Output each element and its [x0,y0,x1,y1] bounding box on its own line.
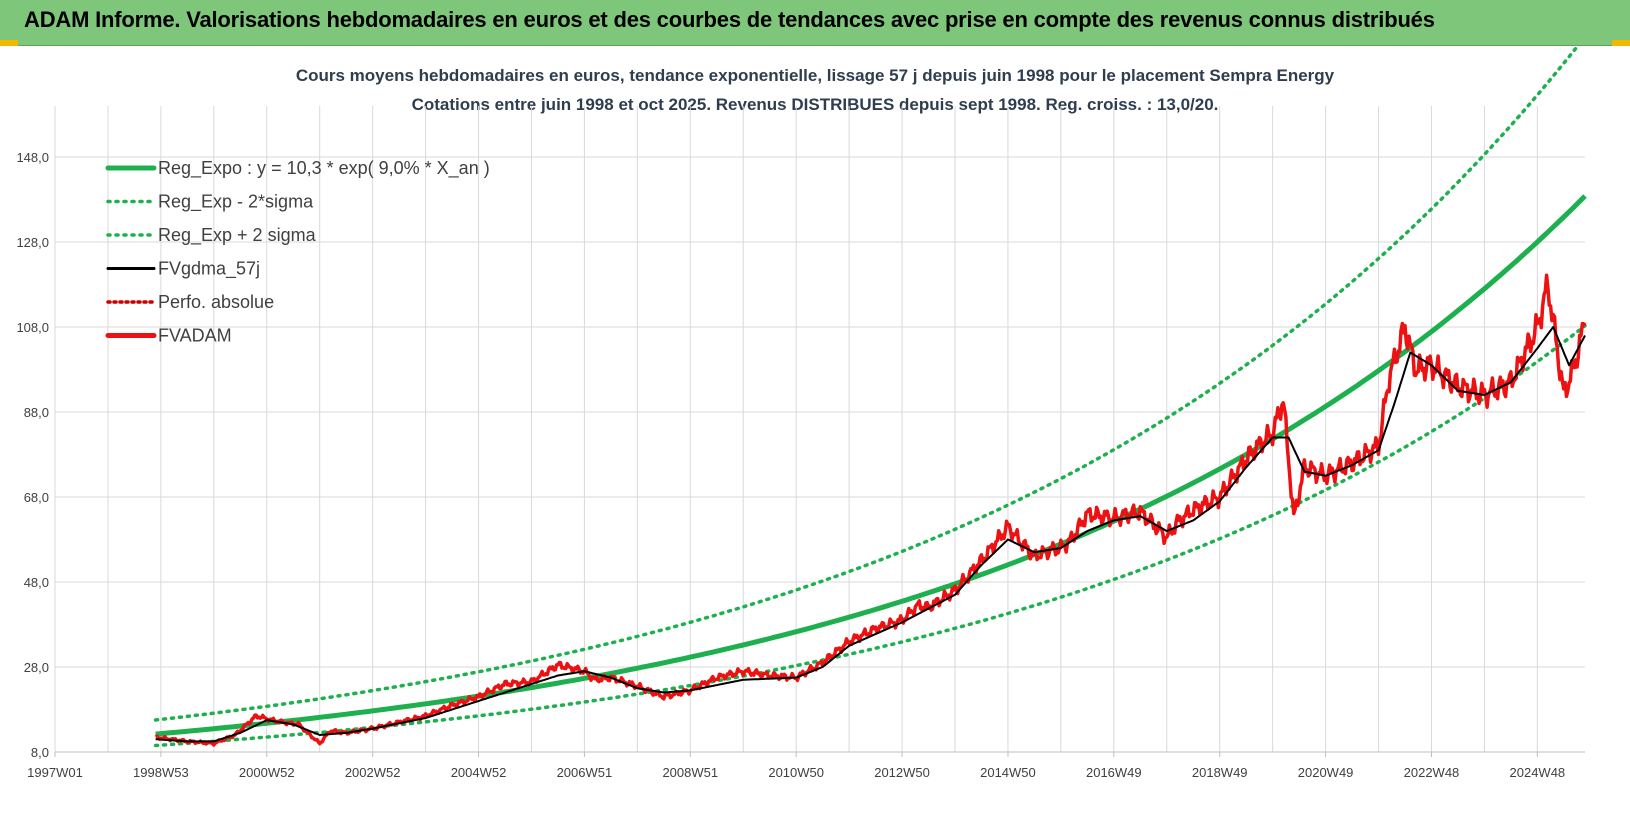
corner-mark-right [1612,40,1630,46]
legend-label: Reg_Expo : y = 10,3 * exp( 9,0% * X_an ) [158,158,490,179]
legend-label: Reg_Exp + 2 sigma [158,225,317,246]
legend-label: FVADAM [158,326,232,346]
x-tick-label: 2000W52 [239,765,295,780]
x-tick-label: 2024W48 [1510,765,1566,780]
chart-subtitle: Cotations entre juin 1998 et oct 2025. R… [412,95,1219,114]
x-axis: 1997W01 1998W53 2000W52 2002W52 2004W52 2006W… [27,751,1585,780]
y-tick-label: 148,0 [16,150,49,165]
y-tick-label: 8,0 [31,745,49,760]
x-tick-label: 2006W51 [557,765,613,780]
y-tick-label: 128,0 [16,235,49,250]
reg-exp-plus-2sigma-line [153,46,1580,722]
x-tick-label: 1998W53 [133,765,189,780]
report-banner: ADAM Informe. Valorisations hebdomadaire… [0,0,1630,46]
y-tick-label: 88,0 [24,405,49,420]
y-tick-label: 48,0 [24,575,49,590]
corner-mark-left [0,40,18,46]
x-tick-label: 2002W52 [345,765,401,780]
legend-label: Perfo. absolue [158,292,274,312]
trend-chart: Cours moyens hebdomadaires en euros, ten… [16,46,1587,780]
x-tick-label: 2018W49 [1192,765,1248,780]
y-tick-label: 108,0 [16,320,49,335]
x-tick-label: 1997W01 [27,765,83,780]
report-title: ADAM Informe. Valorisations hebdomadaire… [24,7,1435,32]
legend-label: FVgdma_57j [158,259,260,280]
chart-title: Cours moyens hebdomadaires en euros, ten… [296,66,1335,85]
x-tick-label: 2014W50 [980,765,1036,780]
reg-expo-line [155,194,1587,737]
legend: Reg_Expo : y = 10,3 * exp( 9,0% * X_an )… [105,158,490,346]
y-tick-label: 28,0 [24,660,49,675]
legend-label: Reg_Exp - 2*sigma [158,192,314,213]
y-tick-label: 68,0 [24,490,49,505]
plot-area [153,46,1587,748]
x-tick-label: 2022W48 [1404,765,1460,780]
x-tick-label: 2008W51 [662,765,718,780]
fvadam-line [154,273,1587,747]
x-tick-label: 2010W50 [768,765,824,780]
fvgdma-57j-line [155,326,1586,743]
x-tick-label: 2016W49 [1086,765,1142,780]
x-tick-label: 2004W52 [451,765,507,780]
x-tick-label: 2012W50 [874,765,930,780]
reg-exp-minus-2sigma-line [153,324,1587,748]
y-axis: 8,0 28,0 48,0 68,0 88,0 108,0 128,0 148,0 [16,150,49,760]
x-tick-label: 2020W49 [1298,765,1354,780]
